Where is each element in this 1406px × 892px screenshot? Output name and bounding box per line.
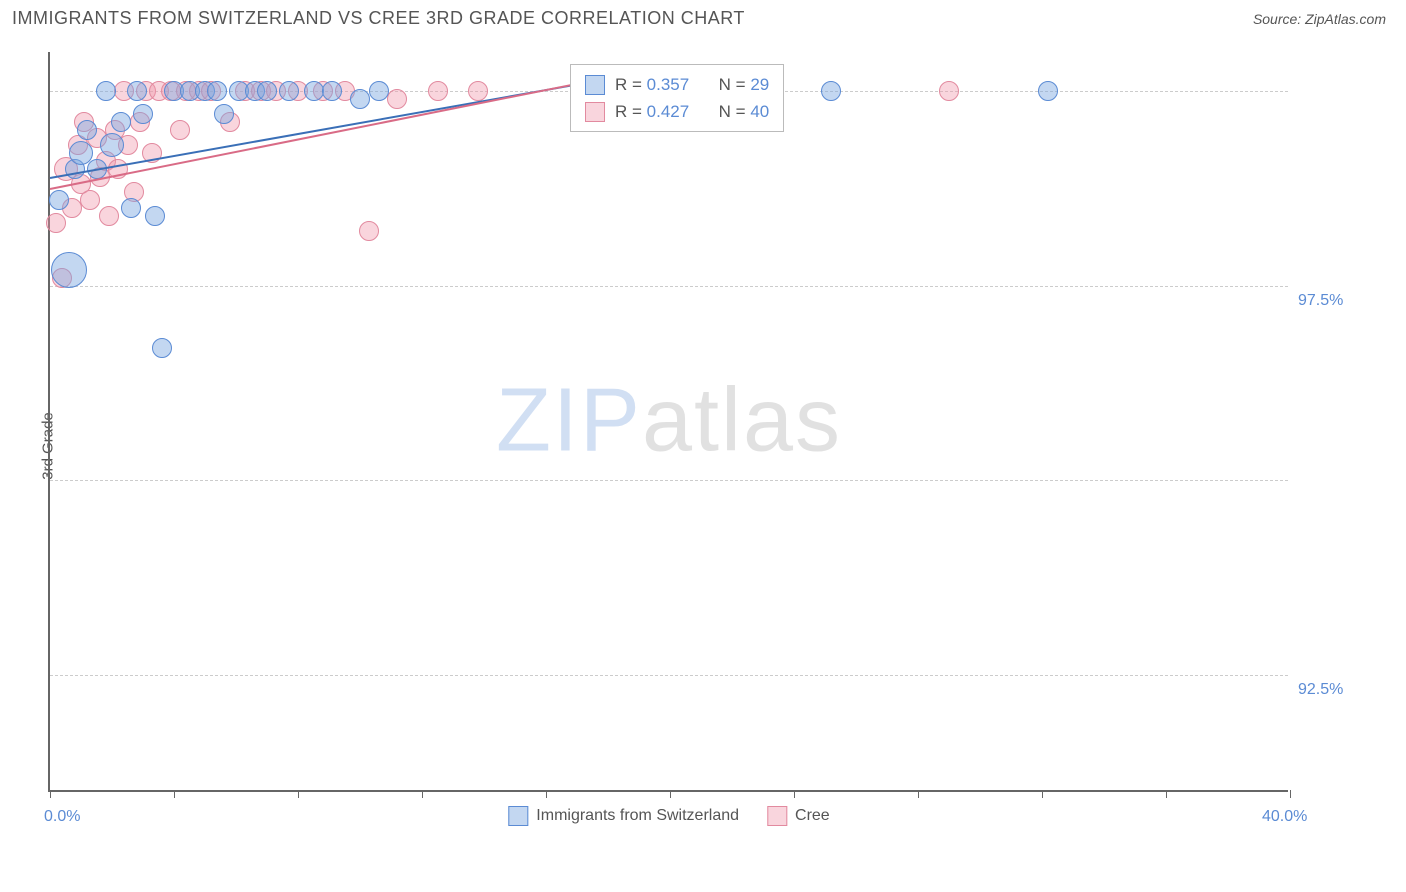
x-tick (670, 790, 671, 798)
data-point (51, 252, 87, 288)
data-point (359, 221, 379, 241)
x-tick (1166, 790, 1167, 798)
n-label: N = 40 (719, 98, 770, 125)
legend-item: Immigrants from Switzerland (508, 806, 739, 826)
x-tick (50, 790, 51, 798)
watermark: ZIPatlas (496, 370, 842, 473)
r-label: R = 0.357 (615, 71, 689, 98)
data-point (468, 81, 488, 101)
correlation-row: R = 0.357 N = 29 (585, 71, 769, 98)
data-point (46, 213, 66, 233)
legend-swatch (508, 806, 528, 826)
data-point (257, 81, 277, 101)
data-point (152, 338, 172, 358)
data-point (821, 81, 841, 101)
x-tick (298, 790, 299, 798)
series-swatch (585, 102, 605, 122)
gridline (50, 480, 1288, 481)
y-tick-label: 97.5% (1298, 292, 1398, 310)
legend-label: Cree (795, 807, 830, 825)
data-point (96, 81, 116, 101)
x-tick (1042, 790, 1043, 798)
correlation-row: R = 0.427 N = 40 (585, 98, 769, 125)
source-prefix: Source: (1253, 11, 1305, 27)
data-point (279, 81, 299, 101)
data-point (939, 81, 959, 101)
x-tick (794, 790, 795, 798)
data-point (49, 190, 69, 210)
data-point (207, 81, 227, 101)
data-point (322, 81, 342, 101)
legend-label: Immigrants from Switzerland (536, 807, 739, 825)
gridline (50, 675, 1288, 676)
data-point (99, 206, 119, 226)
chart-header: IMMIGRANTS FROM SWITZERLAND VS CREE 3RD … (0, 0, 1406, 33)
gridline (50, 286, 1288, 287)
x-tick (1290, 790, 1291, 798)
n-label: N = 29 (719, 71, 770, 98)
source-name: ZipAtlas.com (1305, 11, 1386, 27)
data-point (1038, 81, 1058, 101)
data-point (304, 81, 324, 101)
data-point (387, 89, 407, 109)
data-point (170, 120, 190, 140)
data-point (133, 104, 153, 124)
data-point (145, 206, 165, 226)
chart-title: IMMIGRANTS FROM SWITZERLAND VS CREE 3RD … (12, 8, 745, 29)
data-point (350, 89, 370, 109)
scatter-chart: ZIPatlas 92.5%97.5%0.0%40.0%R = 0.357 N … (48, 52, 1288, 792)
watermark-zip: ZIP (496, 371, 642, 471)
data-point (80, 190, 100, 210)
r-label: R = 0.427 (615, 98, 689, 125)
legend-swatch (767, 806, 787, 826)
y-tick-label: 92.5% (1298, 681, 1398, 699)
x-tick (546, 790, 547, 798)
data-point (100, 133, 124, 157)
x-tick (174, 790, 175, 798)
data-point (77, 120, 97, 140)
data-point (127, 81, 147, 101)
data-point (111, 112, 131, 132)
x-tick (422, 790, 423, 798)
data-point (428, 81, 448, 101)
data-point (121, 198, 141, 218)
data-point (369, 81, 389, 101)
x-tick (918, 790, 919, 798)
source-attribution: Source: ZipAtlas.com (1253, 11, 1386, 27)
x-tick-label: 40.0% (1262, 808, 1307, 826)
x-tick-label: 0.0% (44, 808, 80, 826)
data-point (214, 104, 234, 124)
legend-item: Cree (767, 806, 830, 826)
watermark-atlas: atlas (642, 371, 842, 471)
series-swatch (585, 75, 605, 95)
legend: Immigrants from Switzerland Cree (508, 806, 829, 826)
correlation-box: R = 0.357 N = 29R = 0.427 N = 40 (570, 64, 784, 132)
